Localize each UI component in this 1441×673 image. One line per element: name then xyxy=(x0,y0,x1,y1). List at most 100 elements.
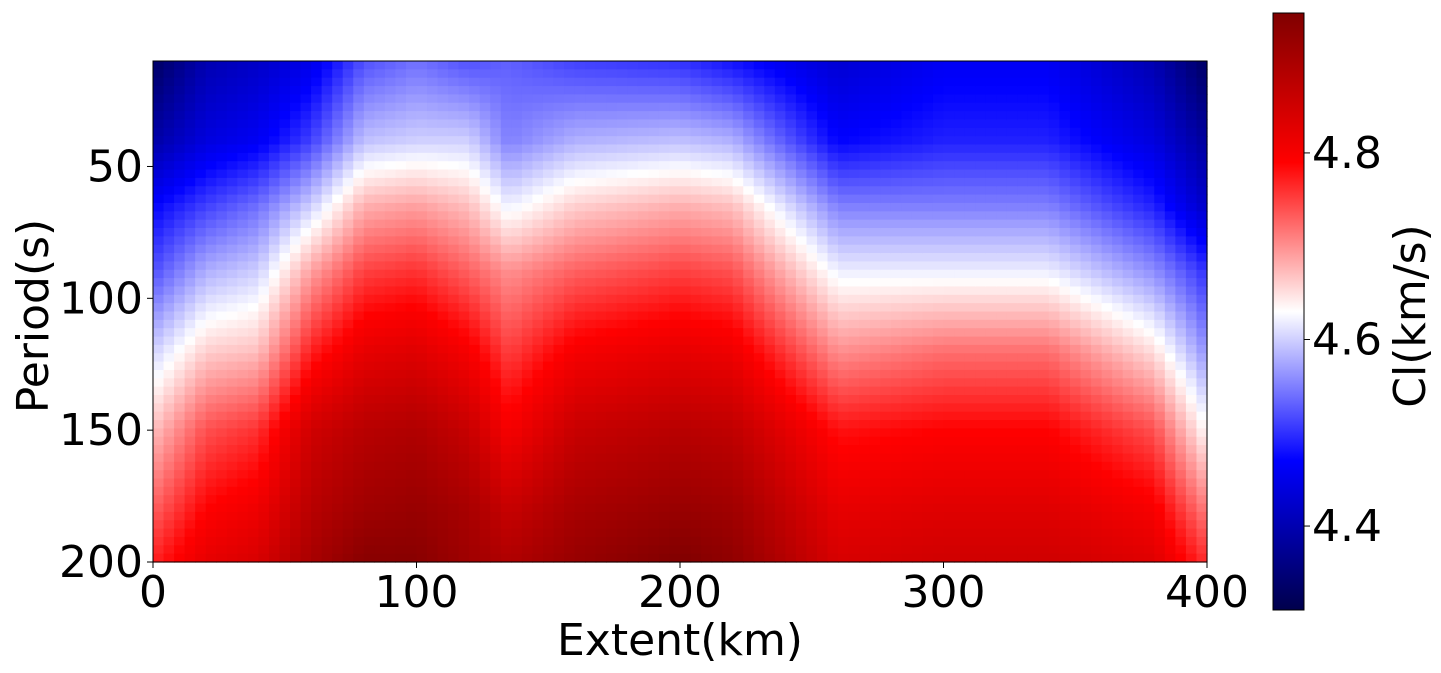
heatmap-cell xyxy=(985,420,997,429)
heatmap-cell xyxy=(838,503,850,513)
heatmap-cell xyxy=(427,303,439,313)
heatmap-cell xyxy=(743,553,755,563)
heatmap-cell xyxy=(416,152,428,162)
heatmap-cell xyxy=(268,411,281,421)
heatmap-cell xyxy=(616,136,628,146)
heatmap-cell xyxy=(226,453,238,463)
heatmap-cell xyxy=(1006,194,1018,204)
heatmap-cell xyxy=(869,353,881,363)
heatmap-cell xyxy=(954,152,966,162)
heatmap-cell xyxy=(195,186,207,196)
heatmap-cell xyxy=(532,61,544,70)
heatmap-cell xyxy=(922,336,934,346)
heatmap-cell xyxy=(153,478,165,488)
heatmap-cell xyxy=(469,461,481,471)
heatmap-cell xyxy=(743,161,755,171)
heatmap-cell xyxy=(542,511,555,521)
heatmap-cell xyxy=(648,436,660,446)
heatmap-cell xyxy=(996,161,1008,171)
heatmap-cell xyxy=(711,211,723,221)
heatmap-cell xyxy=(595,294,607,304)
heatmap-cell xyxy=(943,61,955,70)
heatmap-cell xyxy=(795,186,808,196)
heatmap-cell xyxy=(500,511,512,521)
heatmap-cell xyxy=(247,102,259,112)
heatmap-cell xyxy=(384,378,397,388)
heatmap-cell xyxy=(806,453,818,463)
heatmap-cell xyxy=(237,194,249,204)
heatmap-cell xyxy=(405,102,418,112)
heatmap-cell xyxy=(964,386,976,396)
heatmap-cell xyxy=(553,395,565,404)
heatmap-cell xyxy=(458,403,470,413)
heatmap-cell xyxy=(532,294,544,304)
heatmap-cell xyxy=(458,136,470,146)
heatmap-cell xyxy=(479,186,491,196)
heatmap-cell xyxy=(311,253,323,262)
heatmap-cell xyxy=(553,244,565,254)
heatmap-cell xyxy=(616,311,628,321)
heatmap-cell xyxy=(595,461,607,471)
heatmap-cell xyxy=(195,202,207,212)
heatmap-cell xyxy=(511,369,523,379)
heatmap-cell xyxy=(405,77,418,87)
heatmap-cell xyxy=(753,536,765,546)
heatmap-cell xyxy=(585,336,597,346)
heatmap-cell xyxy=(416,77,428,87)
heatmap-cell xyxy=(395,111,407,121)
heatmap-cell xyxy=(838,411,850,421)
heatmap-cell xyxy=(1006,119,1018,129)
heatmap-cell xyxy=(163,520,175,530)
heatmap-cell xyxy=(332,461,344,471)
heatmap-cell xyxy=(532,420,544,429)
heatmap-cell xyxy=(490,461,502,471)
heatmap-cell xyxy=(627,228,639,237)
heatmap-cell xyxy=(817,511,829,521)
heatmap-cell xyxy=(511,478,523,488)
heatmap-cell xyxy=(954,236,966,246)
heatmap-cell xyxy=(405,152,418,162)
heatmap-cell xyxy=(954,386,966,396)
heatmap-cell xyxy=(469,69,481,79)
heatmap-cell xyxy=(722,261,734,271)
heatmap-cell xyxy=(490,369,502,379)
heatmap-cell xyxy=(237,411,249,421)
heatmap-cell xyxy=(996,228,1008,237)
heatmap-cell xyxy=(690,186,702,196)
heatmap-cell xyxy=(722,461,734,471)
heatmap-cell xyxy=(901,77,913,87)
heatmap-cell xyxy=(427,94,439,104)
heatmap-cell xyxy=(753,202,765,212)
heatmap-cell xyxy=(342,420,354,429)
heatmap-cell xyxy=(616,369,628,379)
heatmap-cell xyxy=(416,428,428,438)
heatmap-cell xyxy=(469,228,481,237)
heatmap-cell xyxy=(743,403,755,413)
heatmap-cell xyxy=(753,486,765,496)
heatmap-cell xyxy=(627,344,639,354)
heatmap-cell xyxy=(827,344,839,354)
heatmap-cell xyxy=(701,436,713,446)
heatmap-cell xyxy=(195,353,207,363)
heatmap-cell xyxy=(542,228,555,237)
heatmap-cell xyxy=(279,202,291,212)
heatmap-cell xyxy=(342,403,354,413)
heatmap-cell xyxy=(911,336,924,346)
heatmap-cell xyxy=(469,369,481,379)
heatmap-cell xyxy=(184,486,196,496)
heatmap-cell xyxy=(732,319,744,329)
heatmap-cell xyxy=(279,111,291,121)
heatmap-cell xyxy=(532,369,544,379)
heatmap-cell xyxy=(890,520,902,530)
heatmap-cell xyxy=(943,269,955,279)
heatmap-cell xyxy=(880,395,892,404)
heatmap-cell xyxy=(932,244,945,254)
heatmap-cell xyxy=(996,520,1008,530)
heatmap-cell xyxy=(743,269,755,279)
heatmap-cell xyxy=(648,119,660,129)
heatmap-cell xyxy=(658,478,671,488)
heatmap-cell xyxy=(458,144,470,154)
heatmap-cell xyxy=(922,194,934,204)
heatmap-cell xyxy=(943,202,955,212)
heatmap-cell xyxy=(859,470,871,480)
